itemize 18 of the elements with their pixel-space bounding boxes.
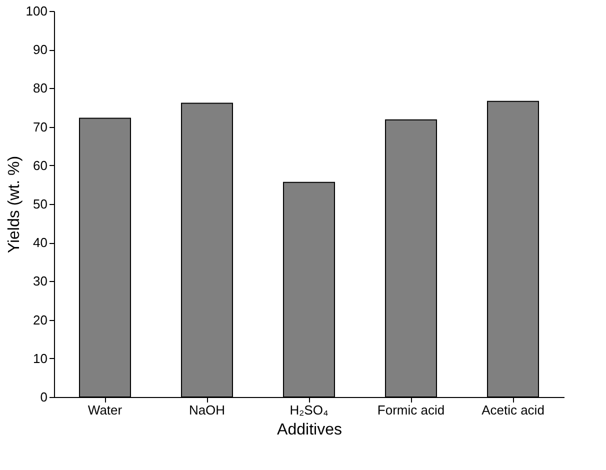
y-tick-label: 30 <box>33 274 48 289</box>
y-tick-label: 40 <box>33 235 48 250</box>
y-axis-title: Yields (wt. %) <box>6 156 23 254</box>
x-tick-label: NaOH <box>188 402 226 418</box>
y-tick-label: 50 <box>33 196 48 212</box>
y-tick-label: 90 <box>33 42 48 58</box>
y-tick-label: 100 <box>26 4 48 18</box>
x-tick-label: Formic acid <box>377 402 445 418</box>
y-tick-label: 20 <box>33 312 48 328</box>
y-tick-label: 70 <box>33 119 48 134</box>
x-tick-label: Water <box>88 402 123 418</box>
x-tick-label: Acetic acid <box>482 402 544 418</box>
y-tick-label: 60 <box>33 158 48 173</box>
x-axis-title: Additives <box>277 422 342 438</box>
y-tick-label: 80 <box>33 80 48 96</box>
y-tick-label: 10 <box>33 350 48 366</box>
x-tick-label: H₂SO₄ <box>290 402 328 418</box>
y-tick-label: 0 <box>40 390 48 404</box>
